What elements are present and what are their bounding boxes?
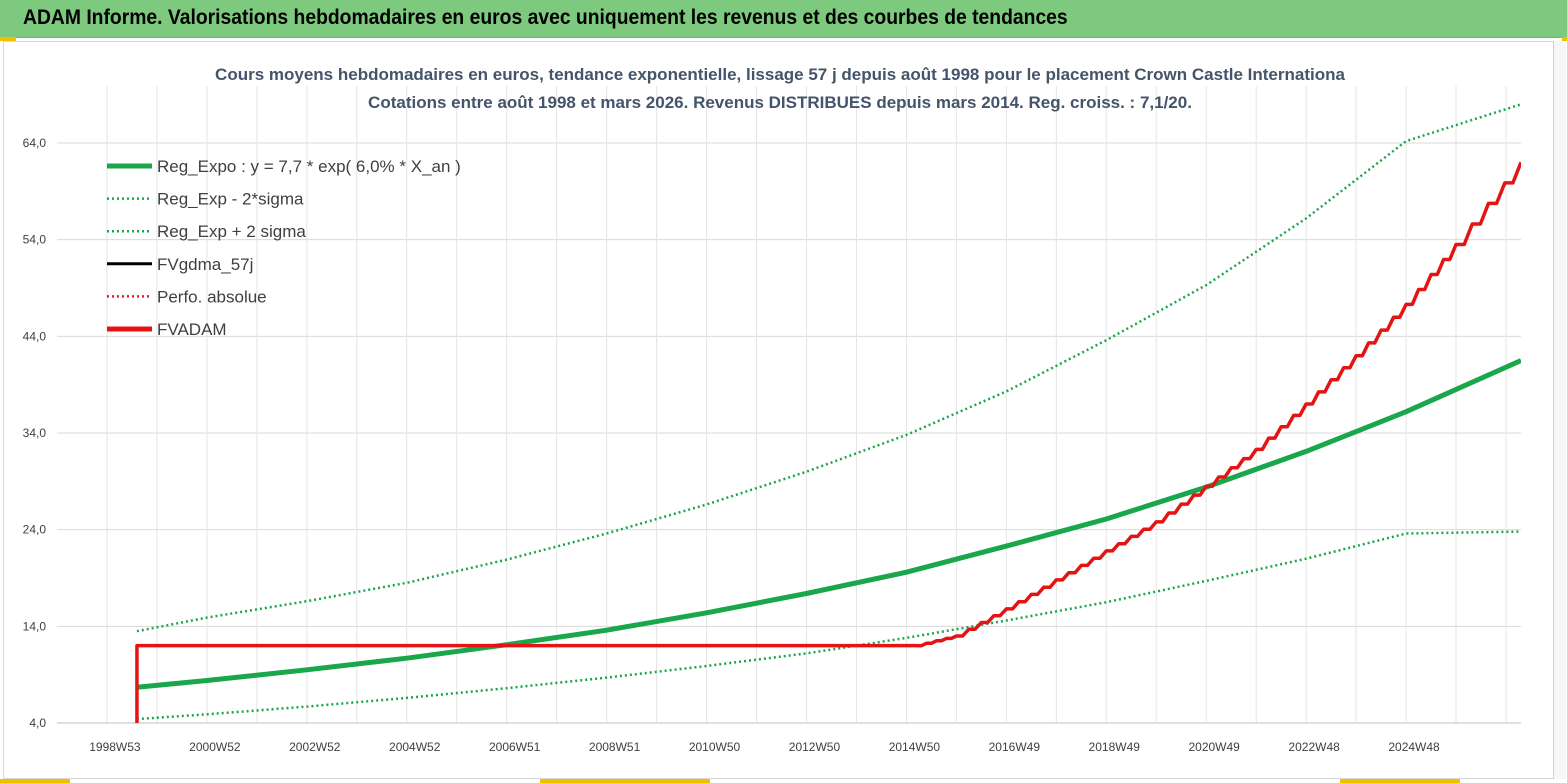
y-tick-label: 24,0 — [23, 523, 47, 537]
legend-label: FVADAM — [157, 320, 227, 339]
y-tick-label: 64,0 — [23, 136, 47, 150]
y-tick-label: 4,0 — [29, 716, 46, 730]
legend-label: FVgdma_57j — [157, 255, 253, 274]
x-tick-label: 2020W49 — [1188, 740, 1240, 754]
series-reg-expo-y-7-7-exp-6-0-x-an — [136, 358, 1521, 690]
accent-mark-right — [1562, 37, 1567, 41]
report-title: ADAM Informe. Valorisations hebdomadaire… — [23, 6, 1068, 29]
report-banner: ADAM Informe. Valorisations hebdomadaire… — [0, 0, 1567, 38]
bottom-accent-marks — [0, 779, 1567, 783]
y-tick-label: 14,0 — [23, 619, 47, 633]
x-tick-label: 2000W52 — [189, 740, 241, 754]
y-tick-label: 54,0 — [23, 233, 47, 247]
x-tick-label: 1998W53 — [89, 740, 141, 754]
x-tick-label: 2006W51 — [489, 740, 541, 754]
x-axis-ticks: 1998W53 2000W52 2002W52 2004W52 2006W51 2008W… — [89, 740, 1440, 754]
chart-title-line1: Cours moyens hebdomadaires en euros, ten… — [215, 65, 1345, 84]
bottom-mark — [0, 779, 70, 783]
legend-label: Reg_Expo : y = 7,7 * exp( 6,0% * X_an ) — [157, 157, 461, 176]
x-tick-label: 2010W50 — [689, 740, 741, 754]
x-tick-label: 2018W49 — [1089, 740, 1141, 754]
legend: Reg_Expo : y = 7,7 * exp( 6,0% * X_an ) R… — [107, 157, 461, 339]
accent-mark-left — [0, 37, 16, 41]
x-tick-label: 2016W49 — [989, 740, 1041, 754]
series-fvadam — [135, 161, 1521, 723]
y-tick-label: 34,0 — [23, 426, 47, 440]
right-scroll-strip[interactable] — [1553, 41, 1566, 779]
y-axis-ticks: 64,0 54,0 44,0 34,0 24,0 14,0 4,0 — [23, 136, 47, 730]
x-tick-label: 2002W52 — [289, 740, 341, 754]
legend-label: Reg_Exp + 2 sigma — [157, 222, 306, 241]
grid-layer — [57, 86, 1521, 724]
series-reg-exp-2-sigma — [136, 530, 1521, 721]
x-tick-label: 2014W50 — [889, 740, 941, 754]
series-layer — [135, 103, 1521, 723]
x-tick-label: 2004W52 — [389, 740, 441, 754]
x-tick-label: 2024W48 — [1388, 740, 1440, 754]
legend-label: Perfo. absolue — [157, 287, 267, 306]
bottom-mark — [1340, 779, 1460, 783]
bottom-mark — [540, 779, 710, 783]
series-reg-exp-2-sigma — [136, 103, 1521, 633]
chart-title-line2: Cotations entre août 1998 et mars 2026. … — [368, 93, 1192, 112]
x-tick-label: 2008W51 — [589, 740, 641, 754]
y-tick-label: 44,0 — [23, 329, 47, 343]
legend-label: Reg_Exp - 2*sigma — [157, 190, 304, 209]
x-tick-label: 2022W48 — [1288, 740, 1340, 754]
x-tick-label: 2012W50 — [789, 740, 841, 754]
